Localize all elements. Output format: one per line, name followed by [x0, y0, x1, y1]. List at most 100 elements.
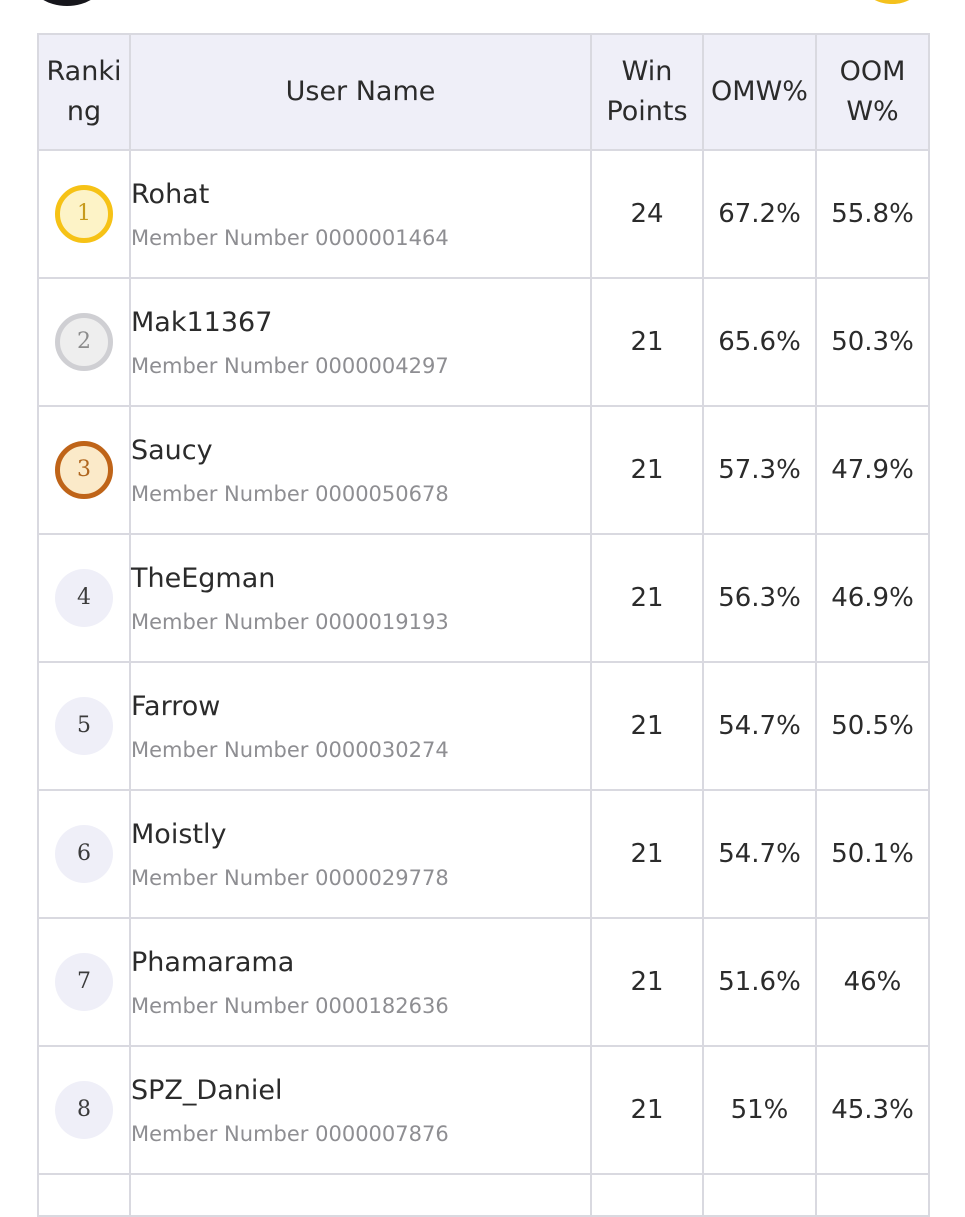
rank-badge: 7	[55, 953, 113, 1011]
member-number: Member Number 0000029778	[131, 864, 590, 892]
rank-cell	[37, 1173, 131, 1217]
user-cell: Rohat Member Number 0000001464	[129, 149, 592, 279]
rank-badge: 6	[55, 825, 113, 883]
oomw-cell	[815, 1173, 930, 1217]
user-name[interactable]: SPZ_Daniel	[131, 1075, 283, 1106]
omw-cell: 65.6%	[702, 277, 817, 407]
member-number-value: 0000019193	[315, 610, 449, 634]
user-cell: Saucy Member Number 0000050678	[129, 405, 592, 535]
header-win-points: Win Points	[590, 33, 704, 151]
omw-cell: 56.3%	[702, 533, 817, 663]
win-points-cell: 21	[590, 1045, 704, 1175]
oomw-cell: 55.8%	[815, 149, 930, 279]
member-number-value: 0000050678	[315, 482, 449, 506]
user-name[interactable]: Farrow	[131, 691, 221, 722]
win-points-cell: 21	[590, 277, 704, 407]
win-points-cell: 21	[590, 661, 704, 791]
member-number: Member Number 0000019193	[131, 608, 590, 636]
coin-icon	[862, 0, 922, 4]
user-name[interactable]: Moistly	[131, 819, 227, 850]
member-number-value: 0000182636	[315, 994, 449, 1018]
omw-cell: 57.3%	[702, 405, 817, 535]
table-row[interactable]: 1 Rohat Member Number 0000001464 24 67.2…	[37, 149, 930, 279]
rank-badge: 4	[55, 569, 113, 627]
table-row-partial	[37, 1173, 930, 1217]
header-ranking: Ranking	[37, 33, 131, 151]
omw-cell: 54.7%	[702, 661, 817, 791]
oomw-cell: 46.9%	[815, 533, 930, 663]
user-cell	[129, 1173, 592, 1217]
omw-cell: 54.7%	[702, 789, 817, 919]
table-row[interactable]: 7 Phamarama Member Number 0000182636 21 …	[37, 917, 930, 1047]
omw-cell: 51.6%	[702, 917, 817, 1047]
member-number-value: 0000004297	[315, 354, 449, 378]
table-header-row: Ranking User Name Win Points OMW% OOMW%	[37, 33, 930, 151]
member-prefix: Member Number	[131, 994, 309, 1018]
silver-medal-icon: 2	[55, 313, 113, 371]
member-number-value: 0000001464	[315, 226, 449, 250]
bronze-medal-icon: 3	[55, 441, 113, 499]
member-prefix: Member Number	[131, 1122, 309, 1146]
rank-cell: 4	[37, 533, 131, 663]
header-user-name: User Name	[129, 33, 592, 151]
user-cell: SPZ_Daniel Member Number 0000007876	[129, 1045, 592, 1175]
win-points-cell: 21	[590, 917, 704, 1047]
member-number: Member Number 0000001464	[131, 224, 590, 252]
standings-table: Ranking User Name Win Points OMW% OOMW% …	[37, 33, 930, 1217]
member-number-value: 0000007876	[315, 1122, 449, 1146]
member-prefix: Member Number	[131, 226, 309, 250]
rank-cell: 2	[37, 277, 131, 407]
oomw-cell: 50.1%	[815, 789, 930, 919]
member-number: Member Number 0000030274	[131, 736, 590, 764]
table-row[interactable]: 6 Moistly Member Number 0000029778 21 54…	[37, 789, 930, 919]
table-row[interactable]: 2 Mak11367 Member Number 0000004297 21 6…	[37, 277, 930, 407]
win-points-cell: 21	[590, 789, 704, 919]
user-name[interactable]: Mak11367	[131, 307, 273, 338]
table-row[interactable]: 4 TheEgman Member Number 0000019193 21 5…	[37, 533, 930, 663]
member-number-value: 0000029778	[315, 866, 449, 890]
oomw-cell: 50.5%	[815, 661, 930, 791]
member-number: Member Number 0000004297	[131, 352, 590, 380]
user-cell: TheEgman Member Number 0000019193	[129, 533, 592, 663]
win-points-cell	[590, 1173, 704, 1217]
user-cell: Mak11367 Member Number 0000004297	[129, 277, 592, 407]
rank-cell: 6	[37, 789, 131, 919]
gold-medal-icon: 1	[55, 185, 113, 243]
oomw-cell: 45.3%	[815, 1045, 930, 1175]
user-name[interactable]: Rohat	[131, 179, 210, 210]
rank-badge: 5	[55, 697, 113, 755]
avatar	[30, 0, 104, 6]
user-cell: Moistly Member Number 0000029778	[129, 789, 592, 919]
table-row[interactable]: 3 Saucy Member Number 0000050678 21 57.3…	[37, 405, 930, 535]
member-prefix: Member Number	[131, 354, 309, 378]
user-name[interactable]: Saucy	[131, 435, 213, 466]
user-name[interactable]: Phamarama	[131, 947, 295, 978]
header-oomw: OOMW%	[815, 33, 930, 151]
table-row[interactable]: 8 SPZ_Daniel Member Number 0000007876 21…	[37, 1045, 930, 1175]
member-prefix: Member Number	[131, 866, 309, 890]
win-points-cell: 24	[590, 149, 704, 279]
member-number-value: 0000030274	[315, 738, 449, 762]
member-prefix: Member Number	[131, 610, 309, 634]
member-prefix: Member Number	[131, 482, 309, 506]
rank-cell: 3	[37, 405, 131, 535]
user-cell: Phamarama Member Number 0000182636	[129, 917, 592, 1047]
user-name[interactable]: TheEgman	[131, 563, 276, 594]
header-omw: OMW%	[702, 33, 817, 151]
rank-cell: 7	[37, 917, 131, 1047]
rank-cell: 5	[37, 661, 131, 791]
member-prefix: Member Number	[131, 738, 309, 762]
win-points-cell: 21	[590, 533, 704, 663]
rank-cell: 8	[37, 1045, 131, 1175]
omw-cell: 67.2%	[702, 149, 817, 279]
member-number: Member Number 0000050678	[131, 480, 590, 508]
oomw-cell: 50.3%	[815, 277, 930, 407]
member-number: Member Number 0000007876	[131, 1120, 590, 1148]
table-row[interactable]: 5 Farrow Member Number 0000030274 21 54.…	[37, 661, 930, 791]
user-cell: Farrow Member Number 0000030274	[129, 661, 592, 791]
oomw-cell: 47.9%	[815, 405, 930, 535]
member-number: Member Number 0000182636	[131, 992, 590, 1020]
omw-cell	[702, 1173, 817, 1217]
rank-badge: 8	[55, 1081, 113, 1139]
oomw-cell: 46%	[815, 917, 930, 1047]
